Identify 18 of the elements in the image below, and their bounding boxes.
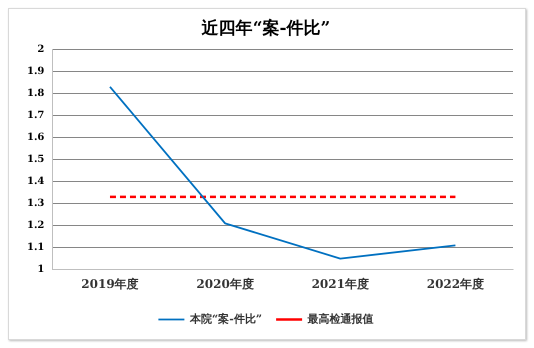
y-tick-label: 1.4 bbox=[26, 176, 44, 188]
y-tick-label: 1.8 bbox=[26, 88, 44, 100]
y-tick-label: 1.9 bbox=[26, 66, 44, 78]
legend-label: 最高检通报值 bbox=[306, 312, 374, 326]
x-tick-label: 2022年度 bbox=[426, 276, 484, 291]
y-tick-label: 1.3 bbox=[26, 198, 44, 210]
y-tick-label: 2 bbox=[37, 44, 44, 55]
y-tick-label: 1.6 bbox=[26, 132, 44, 144]
x-tick-label: 2019年度 bbox=[81, 276, 139, 291]
y-tick-label: 1.1 bbox=[26, 242, 44, 254]
legend-label: 本院“案-件比” bbox=[188, 312, 262, 326]
x-tick-label: 2020年度 bbox=[196, 276, 254, 291]
y-tick-label: 1.5 bbox=[26, 154, 44, 166]
y-tick-label: 1 bbox=[37, 264, 44, 276]
x-tick-label: 2021年度 bbox=[312, 276, 369, 291]
chart-title: 近四年“案-件比” bbox=[200, 18, 330, 39]
y-tick-label: 1.2 bbox=[26, 220, 44, 232]
y-tick-label: 1.7 bbox=[26, 110, 44, 122]
